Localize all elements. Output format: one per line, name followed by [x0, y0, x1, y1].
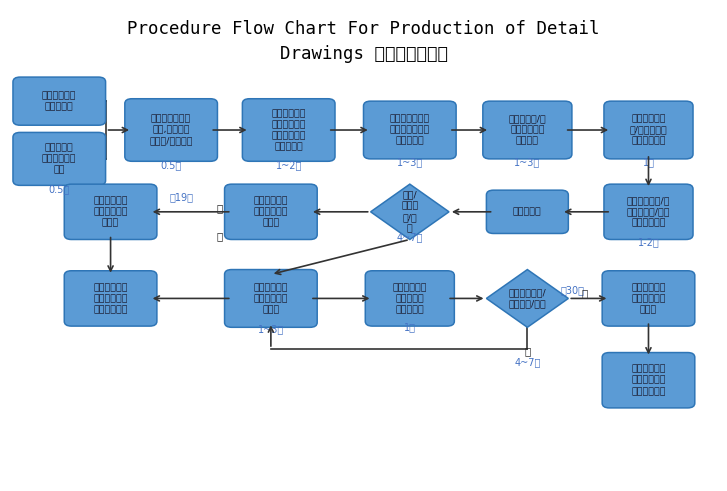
FancyBboxPatch shape: [604, 101, 693, 159]
Text: 整理成打印图
纸并盖章准
备再次送审: 整理成打印图 纸并盖章准 备再次送审: [393, 283, 427, 314]
Text: 是: 是: [582, 289, 587, 299]
Text: 设计/
图问审
拥/批
准: 设计/ 图问审 拥/批 准: [401, 191, 419, 233]
Text: 检查图问审批
意见并进行图
纸修改: 检查图问审批 意见并进行图 纸修改: [254, 283, 288, 314]
FancyBboxPatch shape: [64, 271, 157, 326]
Text: 绘制设备基础
及基础大样图
并送审: 绘制设备基础 及基础大样图 并送审: [254, 196, 288, 227]
Polygon shape: [371, 184, 449, 240]
FancyBboxPatch shape: [365, 271, 454, 326]
Text: 收集材料与设
备报审资料: 收集材料与设 备报审资料: [42, 91, 76, 111]
Text: 1-2天: 1-2天: [638, 237, 659, 247]
Text: 再次送审设计/
图问审拥/批准: 再次送审设计/ 图问审拥/批准: [508, 288, 546, 308]
Text: 局部修改图纸/整
理图纸格式/打印
图纸准备送审: 局部修改图纸/整 理图纸格式/打印 图纸准备送审: [627, 196, 670, 227]
Polygon shape: [486, 270, 569, 327]
FancyBboxPatch shape: [486, 190, 569, 234]
Text: 根据系统图及原
设计平面图进行
大样面布置: 根据系统图及原 设计平面图进行 大样面布置: [390, 114, 430, 146]
Text: 给制设备基础
及基础大样图
并送审: 给制设备基础 及基础大样图 并送审: [631, 283, 666, 314]
FancyBboxPatch shape: [13, 77, 105, 125]
FancyBboxPatch shape: [364, 101, 456, 159]
Text: 收集审通过
之系统图和深
化图: 收集审通过 之系统图和深 化图: [42, 143, 76, 174]
FancyBboxPatch shape: [602, 271, 695, 326]
Text: 0.5天: 0.5天: [49, 184, 70, 194]
Text: 1~3天: 1~3天: [397, 158, 423, 167]
Text: 否: 否: [217, 231, 222, 241]
Text: Procedure Flow Chart For Production of Detail: Procedure Flow Chart For Production of D…: [127, 20, 600, 38]
FancyBboxPatch shape: [64, 184, 157, 240]
FancyBboxPatch shape: [483, 101, 572, 159]
Text: 给制剪面图/立
面图和详图并
打印草图: 给制剪面图/立 面图和详图并 打印草图: [508, 114, 546, 146]
Text: 第一次送审: 第一次送审: [513, 207, 542, 217]
Text: 组织现场工程
师/技术工程师
进行图纸检查: 组织现场工程 师/技术工程师 进行图纸检查: [630, 114, 667, 146]
FancyBboxPatch shape: [225, 184, 317, 240]
Text: 1天: 1天: [403, 323, 416, 332]
Text: 召开相关设计协
调会,明确方案
及业主/图问要求: 召开相关设计协 调会,明确方案 及业主/图问要求: [149, 114, 193, 146]
Text: 1~3天: 1~3天: [258, 324, 284, 334]
FancyBboxPatch shape: [225, 270, 317, 327]
Text: 共30天: 共30天: [561, 285, 585, 295]
Text: 4~7天: 4~7天: [397, 232, 423, 242]
FancyBboxPatch shape: [602, 353, 695, 408]
Text: 绘制设备基础
及基础大样图
并送审: 绘制设备基础 及基础大样图 并送审: [93, 196, 128, 227]
Text: 0.5天: 0.5天: [161, 160, 182, 170]
Text: 4~7天: 4~7天: [514, 357, 541, 367]
Text: 归成蓝图存档
并分发给各单
位作施工之用: 归成蓝图存档 并分发给各单 位作施工之用: [93, 283, 128, 314]
Text: 绘制设备及相
应配件图表和
现场测绘建筑
及结构标高: 绘制设备及相 应配件图表和 现场测绘建筑 及结构标高: [271, 109, 306, 151]
Text: 1天: 1天: [643, 158, 654, 167]
FancyBboxPatch shape: [13, 133, 105, 186]
FancyBboxPatch shape: [125, 99, 217, 162]
Text: 1~2天: 1~2天: [276, 160, 302, 170]
FancyBboxPatch shape: [242, 99, 335, 162]
Text: 是: 是: [217, 203, 222, 213]
Text: 否: 否: [524, 346, 531, 356]
Text: 共19天: 共19天: [170, 192, 194, 202]
FancyBboxPatch shape: [604, 184, 693, 240]
Text: 1~3天: 1~3天: [514, 158, 540, 167]
Text: 归成蓝图存档
并分发给各单
位作施工之用: 归成蓝图存档 并分发给各单 位作施工之用: [631, 365, 666, 396]
Text: Drawings 大样图制作流程: Drawings 大样图制作流程: [279, 45, 448, 63]
